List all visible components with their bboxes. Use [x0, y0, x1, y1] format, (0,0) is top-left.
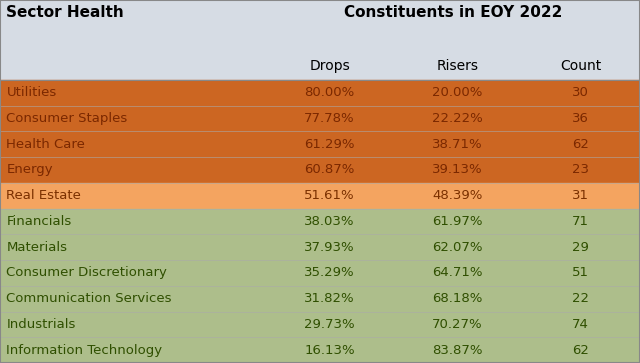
Text: 31.82%: 31.82%	[304, 292, 355, 305]
Text: 38.03%: 38.03%	[305, 215, 355, 228]
Text: 51: 51	[572, 266, 589, 280]
Text: 68.18%: 68.18%	[433, 292, 483, 305]
Bar	[0, 183, 640, 209]
Bar	[0, 0, 640, 80]
Text: 22: 22	[572, 292, 589, 305]
Text: Constituents in EOY 2022: Constituents in EOY 2022	[344, 5, 562, 20]
Text: 64.71%: 64.71%	[433, 266, 483, 280]
Bar	[0, 286, 640, 311]
Text: 61.97%: 61.97%	[433, 215, 483, 228]
Text: 83.87%: 83.87%	[433, 344, 483, 356]
Bar	[0, 234, 640, 260]
Text: 16.13%: 16.13%	[304, 344, 355, 356]
Text: 48.39%: 48.39%	[433, 189, 483, 202]
Text: 74: 74	[572, 318, 589, 331]
Text: 70.27%: 70.27%	[432, 318, 483, 331]
Text: 38.71%: 38.71%	[432, 138, 483, 151]
Text: Energy: Energy	[6, 163, 53, 176]
Bar	[0, 337, 640, 363]
Text: 31: 31	[572, 189, 589, 202]
Text: 71: 71	[572, 215, 589, 228]
Text: Health Care: Health Care	[6, 138, 85, 151]
Text: Utilities: Utilities	[6, 86, 57, 99]
Bar	[0, 260, 640, 286]
Text: 36: 36	[572, 112, 589, 125]
Text: 62.07%: 62.07%	[433, 241, 483, 254]
Text: Materials: Materials	[6, 241, 67, 254]
Bar	[0, 209, 640, 234]
Text: Financials: Financials	[6, 215, 72, 228]
Text: Sector Health: Sector Health	[6, 5, 124, 20]
Bar	[0, 157, 640, 183]
Text: 77.78%: 77.78%	[304, 112, 355, 125]
Bar	[0, 311, 640, 337]
Text: Drops: Drops	[309, 58, 350, 73]
Text: 20.00%: 20.00%	[433, 86, 483, 99]
Text: Risers: Risers	[436, 58, 479, 73]
Text: 35.29%: 35.29%	[304, 266, 355, 280]
Text: 80.00%: 80.00%	[305, 86, 355, 99]
Bar	[0, 80, 640, 106]
Text: Communication Services: Communication Services	[6, 292, 172, 305]
Text: 62: 62	[572, 344, 589, 356]
Text: 39.13%: 39.13%	[432, 163, 483, 176]
Text: 51.61%: 51.61%	[304, 189, 355, 202]
Text: Count: Count	[560, 58, 602, 73]
Text: Real Estate: Real Estate	[6, 189, 81, 202]
Bar	[0, 106, 640, 131]
Text: Information Technology: Information Technology	[6, 344, 163, 356]
Text: 30: 30	[572, 86, 589, 99]
Text: 37.93%: 37.93%	[304, 241, 355, 254]
Bar	[0, 131, 640, 157]
Text: Industrials: Industrials	[6, 318, 76, 331]
Text: 22.22%: 22.22%	[432, 112, 483, 125]
Text: 62: 62	[572, 138, 589, 151]
Text: 61.29%: 61.29%	[305, 138, 355, 151]
Text: 29.73%: 29.73%	[304, 318, 355, 331]
Text: 60.87%: 60.87%	[305, 163, 355, 176]
Text: Consumer Discretionary: Consumer Discretionary	[6, 266, 167, 280]
Text: 23: 23	[572, 163, 589, 176]
Text: Consumer Staples: Consumer Staples	[6, 112, 127, 125]
Text: 29: 29	[572, 241, 589, 254]
